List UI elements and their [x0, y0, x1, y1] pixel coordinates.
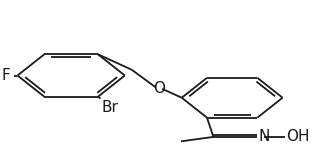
Text: N: N: [258, 129, 269, 144]
Text: F: F: [2, 68, 10, 83]
Text: OH: OH: [286, 129, 309, 144]
Text: Br: Br: [101, 100, 118, 115]
Text: O: O: [153, 81, 165, 96]
